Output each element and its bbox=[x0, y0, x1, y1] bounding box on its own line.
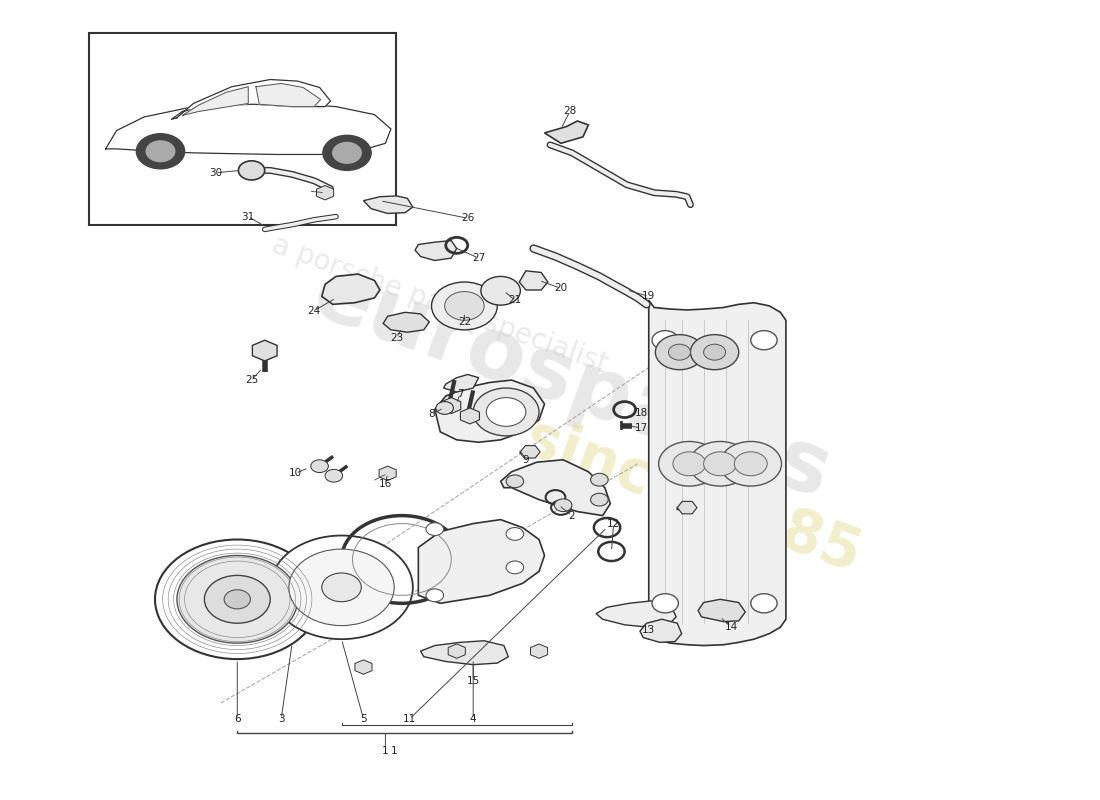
Circle shape bbox=[323, 135, 371, 170]
Text: 6: 6 bbox=[234, 714, 241, 724]
Text: a porsche parts specialist: a porsche parts specialist bbox=[268, 230, 612, 378]
Circle shape bbox=[673, 452, 706, 476]
Circle shape bbox=[136, 134, 185, 169]
Text: 7: 7 bbox=[456, 389, 463, 398]
Circle shape bbox=[751, 594, 777, 613]
Text: 15: 15 bbox=[466, 676, 480, 686]
Polygon shape bbox=[363, 196, 412, 214]
Circle shape bbox=[326, 470, 342, 482]
Circle shape bbox=[436, 402, 453, 414]
Polygon shape bbox=[172, 79, 331, 119]
Circle shape bbox=[426, 589, 443, 602]
Circle shape bbox=[704, 344, 726, 360]
Text: 23: 23 bbox=[389, 333, 403, 343]
Text: 2: 2 bbox=[569, 510, 575, 521]
Bar bbox=[89, 34, 396, 225]
Polygon shape bbox=[106, 101, 391, 154]
Text: 31: 31 bbox=[242, 212, 255, 222]
Circle shape bbox=[506, 561, 524, 574]
Text: 5: 5 bbox=[360, 714, 366, 724]
Circle shape bbox=[332, 142, 361, 163]
Circle shape bbox=[659, 442, 720, 486]
Circle shape bbox=[146, 141, 175, 162]
Text: 24: 24 bbox=[308, 306, 321, 316]
Polygon shape bbox=[596, 601, 676, 627]
Text: 10: 10 bbox=[289, 468, 302, 478]
Text: 20: 20 bbox=[554, 283, 568, 294]
Circle shape bbox=[591, 474, 608, 486]
Text: since 1985: since 1985 bbox=[517, 409, 868, 583]
Circle shape bbox=[506, 527, 524, 540]
Text: 21: 21 bbox=[508, 295, 521, 306]
Polygon shape bbox=[698, 599, 746, 622]
Circle shape bbox=[205, 575, 271, 623]
Polygon shape bbox=[434, 380, 544, 442]
Text: 17: 17 bbox=[635, 423, 648, 433]
Text: 9: 9 bbox=[522, 454, 529, 465]
Circle shape bbox=[271, 535, 412, 639]
Circle shape bbox=[506, 475, 524, 488]
Circle shape bbox=[486, 398, 526, 426]
Circle shape bbox=[751, 330, 777, 350]
Polygon shape bbox=[418, 519, 544, 603]
Text: 13: 13 bbox=[642, 625, 656, 634]
Polygon shape bbox=[183, 86, 249, 115]
Text: 30: 30 bbox=[209, 168, 222, 178]
Circle shape bbox=[652, 594, 679, 613]
Circle shape bbox=[426, 522, 443, 535]
Circle shape bbox=[554, 499, 572, 512]
Circle shape bbox=[720, 442, 781, 486]
Text: 12: 12 bbox=[607, 518, 620, 529]
Text: 18: 18 bbox=[635, 408, 648, 418]
Text: 27: 27 bbox=[472, 253, 485, 263]
Polygon shape bbox=[383, 312, 429, 332]
Polygon shape bbox=[544, 121, 588, 143]
Text: 19: 19 bbox=[642, 291, 656, 302]
Circle shape bbox=[652, 330, 679, 350]
Text: 1: 1 bbox=[382, 746, 388, 756]
Circle shape bbox=[322, 573, 361, 602]
Text: 22: 22 bbox=[458, 317, 471, 327]
Text: 8: 8 bbox=[428, 410, 435, 419]
Text: 26: 26 bbox=[461, 214, 474, 223]
Circle shape bbox=[444, 291, 484, 320]
Polygon shape bbox=[649, 300, 785, 646]
Circle shape bbox=[431, 282, 497, 330]
Circle shape bbox=[481, 277, 520, 305]
Polygon shape bbox=[322, 274, 379, 304]
Polygon shape bbox=[415, 241, 456, 261]
Polygon shape bbox=[519, 271, 548, 290]
Circle shape bbox=[591, 494, 608, 506]
Polygon shape bbox=[256, 83, 321, 106]
Circle shape bbox=[224, 590, 251, 609]
Circle shape bbox=[735, 452, 768, 476]
Text: 25: 25 bbox=[245, 375, 258, 385]
Text: 16: 16 bbox=[378, 478, 392, 489]
Polygon shape bbox=[443, 374, 478, 392]
Text: 11: 11 bbox=[403, 714, 416, 724]
Text: eurospares: eurospares bbox=[301, 252, 843, 516]
Polygon shape bbox=[640, 619, 682, 642]
Circle shape bbox=[289, 549, 394, 626]
Circle shape bbox=[704, 452, 737, 476]
Circle shape bbox=[691, 334, 739, 370]
Circle shape bbox=[690, 442, 751, 486]
Text: 14: 14 bbox=[725, 622, 738, 632]
Text: 1: 1 bbox=[390, 746, 397, 756]
Text: 28: 28 bbox=[563, 106, 576, 117]
Circle shape bbox=[177, 555, 298, 643]
Polygon shape bbox=[500, 460, 610, 515]
Circle shape bbox=[669, 344, 691, 360]
Circle shape bbox=[155, 539, 320, 659]
Circle shape bbox=[239, 161, 265, 180]
Text: 4: 4 bbox=[470, 714, 476, 724]
Circle shape bbox=[473, 388, 539, 436]
Circle shape bbox=[656, 334, 704, 370]
Polygon shape bbox=[420, 641, 508, 665]
Text: 3: 3 bbox=[278, 714, 285, 724]
Circle shape bbox=[311, 460, 329, 473]
